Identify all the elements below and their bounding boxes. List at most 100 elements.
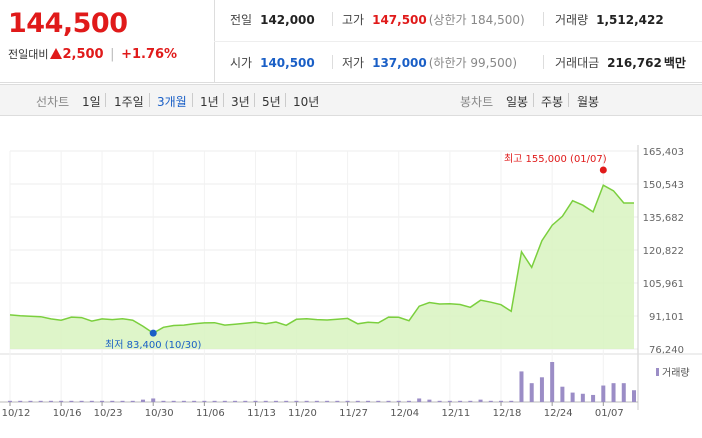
y-tick-label: 91,101 xyxy=(649,312,684,323)
volume-bar xyxy=(110,400,115,402)
stat-prev-close: 전일 142,000 xyxy=(230,11,315,28)
volume-bar xyxy=(570,392,575,402)
x-tick-label: 12/04 xyxy=(390,408,419,419)
volume-bar xyxy=(38,400,43,402)
volume-bar xyxy=(611,383,616,402)
x-tick-label: 12/11 xyxy=(441,408,470,419)
min-marker xyxy=(149,329,157,337)
volume-bar xyxy=(89,400,94,402)
y-tick-label: 135,682 xyxy=(643,213,684,224)
volume-bar xyxy=(294,400,299,402)
tab-1d[interactable]: 1일 xyxy=(82,95,101,109)
tab-10y[interactable]: 10년 xyxy=(293,95,320,109)
x-tick-label: 11/13 xyxy=(247,408,276,419)
volume-bar xyxy=(529,383,534,402)
tab-1w[interactable]: 1주일 xyxy=(114,95,144,109)
max-label: 최고 155,000 (01/07) xyxy=(504,153,607,165)
chart-tabs: 선차트 1일 1주일 3개월 1년 3년 5년 10년 봉차트 일봉 주봉 월봉 xyxy=(0,84,702,116)
volume-bar xyxy=(243,400,248,402)
stat-trade-value: 거래대금 216,762 백만 xyxy=(555,54,686,71)
stat-divider xyxy=(543,12,544,26)
stat-label: 거래대금 xyxy=(555,56,600,70)
stat-divider xyxy=(543,55,544,69)
tab-monthly[interactable]: 월봉 xyxy=(577,95,600,109)
candle-chart-label: 봉차트 xyxy=(460,95,494,109)
volume-bar xyxy=(580,393,585,402)
stat-label: 저가 xyxy=(342,56,365,70)
volume-bar xyxy=(263,400,268,402)
volume-bar xyxy=(468,400,473,402)
volume-bar xyxy=(335,400,340,402)
volume-bar xyxy=(79,400,84,402)
volume-bar xyxy=(345,400,350,402)
stat-divider xyxy=(332,12,333,26)
stats-divider xyxy=(214,41,702,42)
tab-3y[interactable]: 3년 xyxy=(231,95,250,109)
volume-bar xyxy=(325,400,330,402)
y-tick-label: 165,403 xyxy=(643,147,684,158)
stat-value: 140,500 xyxy=(260,56,315,70)
y-tick-label: 120,822 xyxy=(643,246,684,257)
change-percent: +1.76% xyxy=(121,47,178,62)
tab-separator xyxy=(568,93,569,107)
current-price: 144,500 xyxy=(8,8,128,39)
volume-bar xyxy=(161,400,166,402)
y-tick-label: 76,240 xyxy=(649,345,684,356)
volume-bar xyxy=(376,400,381,402)
volume-bar xyxy=(447,400,452,402)
x-tick-label: 10/16 xyxy=(53,408,82,419)
volume-bar xyxy=(366,400,371,402)
stat-value: 216,762 xyxy=(607,56,662,70)
volume-bar xyxy=(355,400,360,402)
min-label: 최저 83,400 (10/30) xyxy=(105,339,201,351)
volume-bar xyxy=(417,398,422,402)
max-marker xyxy=(599,166,607,174)
tab-separator xyxy=(254,93,255,107)
volume-bar xyxy=(284,400,289,402)
volume-bar xyxy=(591,394,596,402)
volume-bar xyxy=(59,400,64,402)
volume-bar xyxy=(192,400,197,402)
tab-1y[interactable]: 1년 xyxy=(200,95,219,109)
stat-volume: 거래량 1,512,422 xyxy=(555,11,664,28)
volume-bar xyxy=(69,400,74,402)
volume-bar xyxy=(499,400,504,402)
stat-value: 147,500 xyxy=(372,13,427,27)
volume-bar xyxy=(488,400,493,402)
stat-label: 거래량 xyxy=(555,13,589,27)
volume-bar xyxy=(8,400,12,402)
tab-5y[interactable]: 5년 xyxy=(262,95,281,109)
tab-3m[interactable]: 3개월 xyxy=(157,95,187,109)
change-label: 전일대비 xyxy=(8,48,49,61)
stat-value: 137,000 xyxy=(372,56,427,70)
volume-bar xyxy=(48,400,53,402)
x-tick-label: 11/20 xyxy=(288,408,317,419)
y-tick-label: 150,543 xyxy=(643,180,684,191)
tab-weekly[interactable]: 주봉 xyxy=(541,95,564,109)
volume-bar xyxy=(273,400,278,402)
change-row: 전일대비 2,500 | +1.76% xyxy=(8,46,177,62)
volume-bar xyxy=(18,400,23,402)
volume-bar xyxy=(130,400,135,402)
stat-sub: (상한가 184,500) xyxy=(428,13,525,27)
price-box: 144,500 전일대비 2,500 | +1.76% xyxy=(0,0,215,82)
volume-bar xyxy=(601,385,606,402)
volume-bar xyxy=(539,377,544,402)
volume-bar xyxy=(233,400,238,402)
price-area-fill xyxy=(10,185,634,349)
tab-separator xyxy=(285,93,286,107)
volume-legend-label: 거래량 xyxy=(662,367,690,379)
volume-bar xyxy=(621,383,626,402)
line-chart-label: 선차트 xyxy=(36,95,70,109)
tab-daily[interactable]: 일봉 xyxy=(506,95,529,109)
volume-bar xyxy=(386,400,391,402)
volume-bar xyxy=(519,371,524,402)
volume-bar xyxy=(478,399,483,402)
tab-separator xyxy=(223,93,224,107)
tab-separator xyxy=(105,93,106,107)
volume-bar xyxy=(100,400,105,402)
x-tick-label: 10/12 xyxy=(2,408,31,419)
volume-bar xyxy=(304,400,309,402)
volume-bar xyxy=(202,400,207,402)
